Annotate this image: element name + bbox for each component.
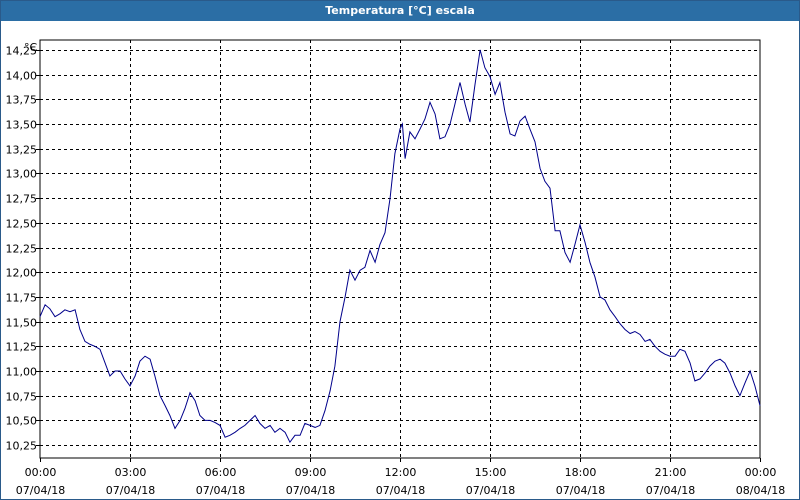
y-tick-label: 14,25 (6, 45, 38, 58)
y-tick-label: 14,00 (6, 70, 38, 83)
y-tick-label: 12,50 (6, 218, 38, 231)
y-tick-label: 13,25 (6, 144, 38, 157)
x-tick-date-label: 07/04/18 (466, 484, 515, 497)
y-tick-label: 12,25 (6, 243, 38, 256)
x-tick-date-label: 08/04/18 (736, 484, 785, 497)
temperature-series-line (39, 49, 761, 444)
window-title: Temperatura [°C] escala (1, 1, 799, 21)
x-tick-date-label: 07/04/18 (376, 484, 425, 497)
y-tick-label: 11,50 (6, 317, 38, 330)
x-tick-date-label: 07/04/18 (286, 484, 335, 497)
x-tick-date-label: 07/04/18 (106, 484, 155, 497)
y-tick-label: 12,00 (6, 267, 38, 280)
x-tick-date-label: 07/04/18 (556, 484, 605, 497)
y-tick-label: 11,00 (6, 366, 38, 379)
x-axis: 00:00 07/04/18 03:00 07/04/18 06:00 07/04/18 0… (16, 458, 785, 497)
x-tick-date-label: 07/04/18 (16, 484, 65, 497)
y-tick-label: 13,00 (6, 168, 38, 181)
y-tick-label: 10,25 (6, 440, 38, 453)
x-tick-time-label: 00:00 (25, 466, 57, 479)
y-tick-label: 10,50 (6, 415, 38, 428)
x-tick-time-label: 15:00 (475, 466, 507, 479)
x-tick-date-label: 07/04/18 (196, 484, 245, 497)
x-tick-time-label: 03:00 (115, 466, 147, 479)
y-axis: 10,25 10,50 10,75 11,00 11,25 11,50 11,75 12,00… (6, 45, 40, 453)
x-tick-time-label: 06:00 (205, 466, 237, 479)
x-tick-time-label: 12:00 (385, 466, 417, 479)
x-tick-time-label: 21:00 (655, 466, 687, 479)
y-tick-label: 13,50 (6, 119, 38, 132)
grid (40, 40, 760, 458)
y-tick-label: 11,75 (6, 292, 38, 305)
y-tick-label: 13,75 (6, 94, 38, 107)
y-tick-label: 10,75 (6, 391, 38, 404)
x-tick-time-label: 09:00 (295, 466, 327, 479)
x-tick-time-label: 18:00 (565, 466, 597, 479)
x-tick-time-label: 00:00 (745, 466, 777, 479)
y-tick-label: 11,25 (6, 341, 38, 354)
y-tick-label: 12,75 (6, 193, 38, 206)
y-axis-label: °C (24, 41, 38, 54)
x-tick-date-label: 07/04/18 (646, 484, 695, 497)
